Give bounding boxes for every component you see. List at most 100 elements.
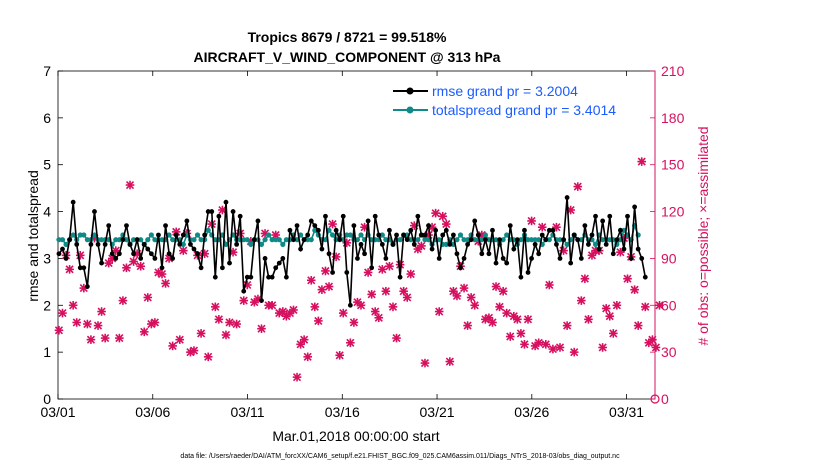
totalspread-point <box>312 227 318 233</box>
totalspread-point <box>383 237 389 243</box>
rmse-point <box>525 270 531 275</box>
rmse-point <box>379 241 385 247</box>
rmse-point <box>411 241 417 247</box>
rmse-point <box>148 251 154 257</box>
rmse-point <box>248 274 254 280</box>
rmse-point <box>415 213 421 219</box>
rmse-point <box>539 232 545 238</box>
y-right-tick-label: 210 <box>661 63 685 79</box>
rmse-point <box>554 241 559 247</box>
rmse-point <box>351 223 357 229</box>
totalspread-point <box>241 237 247 243</box>
totalspread-point <box>536 237 542 243</box>
legend-label-totalspread: totalspread grand pr = 3.4014 <box>432 102 616 118</box>
totalspread-point <box>145 237 151 243</box>
rmse-point <box>372 213 378 219</box>
y-right-tick-label: 120 <box>661 204 685 220</box>
y-left-tick-label: 4 <box>43 204 51 220</box>
rmse-point <box>639 256 645 261</box>
obs-count-marker <box>370 307 380 316</box>
x-tick-label: 03/11 <box>231 404 265 420</box>
rmse-point <box>315 227 321 233</box>
totalspread-point <box>397 237 403 243</box>
legend-label-rmse: rmse grand pr = 3.2004 <box>432 83 578 99</box>
totalspread-point <box>479 237 485 243</box>
rmse-point <box>124 223 129 229</box>
rmse-point <box>102 241 108 247</box>
rmse-point <box>642 274 648 280</box>
rmse-point <box>571 232 577 238</box>
totalspread-point <box>148 232 154 238</box>
obs-count-marker <box>463 321 472 330</box>
rmse-point <box>259 298 264 303</box>
totalspread-point <box>528 237 535 243</box>
totalspread-point <box>56 237 62 243</box>
obs-count-marker <box>488 318 497 327</box>
y-right-tick-label: 90 <box>661 250 677 266</box>
rmse-point <box>575 237 581 243</box>
obs-count-marker <box>548 344 558 354</box>
totalspread-point <box>77 232 83 238</box>
rmse-point <box>465 241 471 247</box>
rmse-point <box>88 241 94 247</box>
obs-count-marker <box>381 286 391 296</box>
totalspread-point <box>457 232 464 238</box>
obs-count-marker <box>484 313 494 323</box>
totalspread-point <box>84 237 90 243</box>
totalspread-point <box>443 241 449 247</box>
totalspread-point <box>305 237 311 243</box>
obs-count-marker <box>310 302 320 312</box>
totalspread-point <box>525 237 531 243</box>
rmse-point <box>131 251 136 257</box>
totalspread-point <box>130 237 137 243</box>
obs-count-marker <box>655 300 664 310</box>
obs-count-marker <box>93 321 103 330</box>
rmse-point <box>120 237 126 243</box>
rmse-point <box>593 213 598 219</box>
rmse-point <box>63 256 69 261</box>
totalspread-point <box>532 237 538 243</box>
rmse-point <box>177 241 183 247</box>
legend: rmse grand pr = 3.2004 totalspread grand… <box>393 83 616 118</box>
totalspread-point <box>116 237 122 243</box>
obs-count-marker <box>569 347 579 357</box>
y-left-tick-label: 1 <box>43 344 51 360</box>
rmse-point <box>596 246 602 252</box>
totalspread-point <box>98 237 105 243</box>
rmse-point <box>387 227 392 233</box>
obs-count-marker <box>520 340 529 349</box>
rmse-point <box>447 241 453 247</box>
rmse-point <box>273 265 279 271</box>
rmse-point <box>347 302 353 308</box>
obs-count-marker <box>374 313 384 323</box>
obs-count-marker <box>292 372 302 382</box>
rmse-point <box>74 241 80 247</box>
obs-count-marker <box>406 269 416 279</box>
obs-count-marker <box>378 265 387 274</box>
obs-count-marker <box>317 285 327 294</box>
obs-count-marker <box>431 208 440 218</box>
rmse-point <box>344 270 350 275</box>
rmse-point <box>458 265 463 271</box>
obs-count-marker <box>100 333 110 343</box>
obs-count-marker <box>577 296 586 305</box>
rmse-point <box>486 251 492 257</box>
rmse-point <box>507 223 513 229</box>
y-right-tick-label: 150 <box>661 157 685 173</box>
rmse-point <box>504 260 510 266</box>
rmse-point <box>198 265 204 271</box>
rmse-point <box>234 241 240 247</box>
obs-count-marker <box>349 318 359 327</box>
rmse-point <box>298 246 303 252</box>
totalspread-point <box>454 237 460 243</box>
totalspread-point <box>269 237 275 243</box>
rmse-point <box>92 209 97 214</box>
rmse-point <box>557 256 563 261</box>
rmse-point <box>262 256 268 261</box>
rmse-point <box>628 256 634 261</box>
y-right-tick-label: 30 <box>661 344 677 360</box>
y-left-tick-label: 3 <box>43 250 51 266</box>
rmse-point <box>529 256 534 261</box>
rmse-point <box>429 246 435 252</box>
y-left-tick-label: 6 <box>43 110 51 126</box>
